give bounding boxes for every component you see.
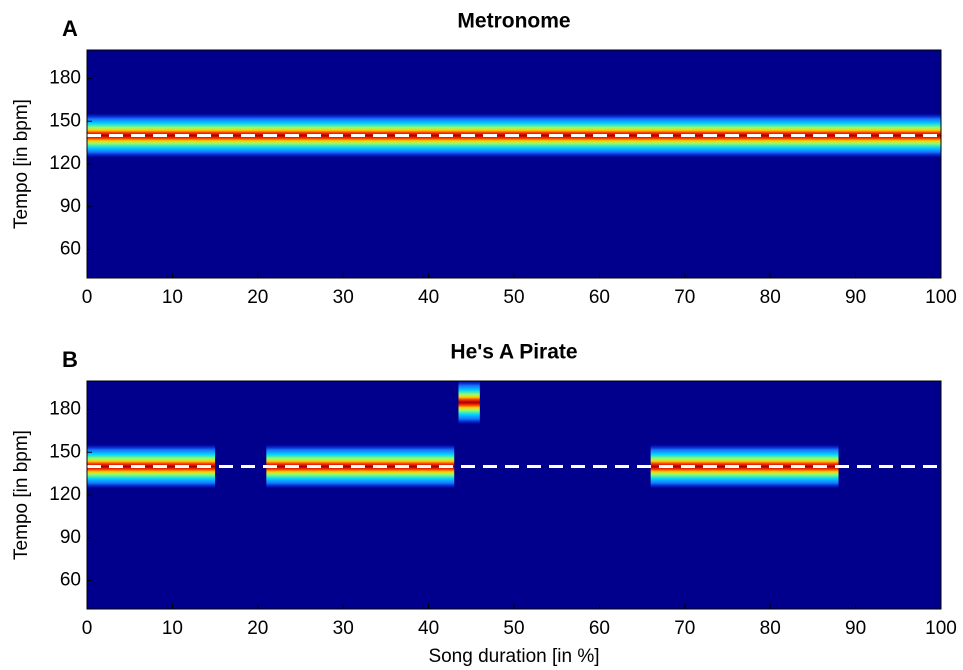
x-tick-label: 60 [589, 287, 610, 308]
y-tick-label: 60 [60, 570, 81, 591]
x-tick-label: 40 [418, 287, 439, 308]
x-tick-label: 20 [247, 287, 268, 308]
tempo-band [87, 444, 216, 489]
x-tick-label: 0 [82, 287, 93, 308]
x-tick-label: 10 [162, 618, 183, 639]
heatmap-background [87, 50, 941, 278]
x-axis-label: Song duration [in %] [428, 646, 599, 667]
x-tick-label: 30 [333, 618, 354, 639]
x-tick-label: 70 [674, 287, 695, 308]
x-tick-label: 50 [503, 618, 524, 639]
x-tick-label: 90 [845, 618, 866, 639]
x-tick-label: 60 [589, 618, 610, 639]
x-tick-label: 20 [247, 618, 268, 639]
chart-title: Metronome [457, 10, 570, 33]
x-tick-label: 10 [162, 287, 183, 308]
y-axis-label: Tempo [in bpm] [11, 430, 32, 560]
tempo-band [458, 380, 480, 425]
heatmap-background [87, 381, 941, 609]
x-tick-label: 50 [503, 287, 524, 308]
x-tick-label: 0 [82, 618, 93, 639]
y-tick-label: 180 [49, 68, 81, 89]
y-tick-label: 150 [49, 441, 81, 462]
y-tick-label: 60 [60, 239, 81, 260]
y-tick-label: 90 [60, 196, 81, 217]
panel-label: A [62, 16, 78, 41]
y-tick-label: 180 [49, 399, 81, 420]
y-tick-label: 150 [49, 110, 81, 131]
x-tick-label: 70 [674, 618, 695, 639]
plot-frame [86, 49, 942, 279]
y-tick-label: 120 [49, 153, 81, 174]
panel-label: B [62, 347, 78, 372]
x-tick-label: 80 [760, 287, 781, 308]
x-tick-label: 100 [925, 287, 957, 308]
x-tick-label: 100 [925, 618, 957, 639]
y-axis-label: Tempo [in bpm] [11, 99, 32, 229]
y-tick-label: 90 [60, 527, 81, 548]
x-tick-label: 30 [333, 287, 354, 308]
chart-title: He's A Pirate [450, 341, 577, 364]
x-tick-label: 80 [760, 618, 781, 639]
tempo-band [650, 444, 839, 489]
y-tick-label: 120 [49, 484, 81, 505]
x-tick-label: 90 [845, 287, 866, 308]
plot-frame [86, 380, 942, 610]
x-tick-label: 40 [418, 618, 439, 639]
